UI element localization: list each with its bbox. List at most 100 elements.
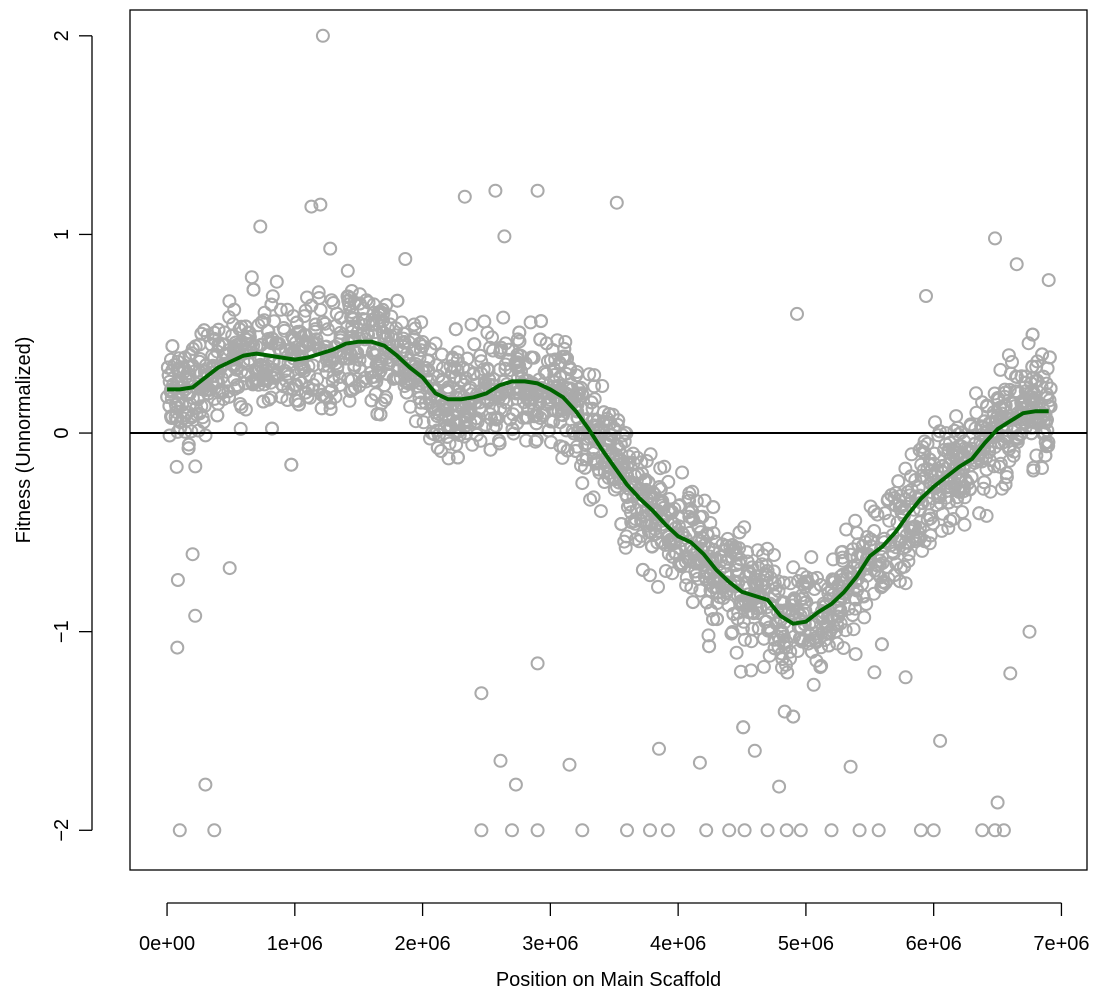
data-point: [457, 409, 472, 424]
data-point: [643, 447, 658, 462]
data-point: [747, 743, 762, 758]
data-point: [956, 484, 971, 499]
data-point: [288, 393, 303, 408]
data-point: [375, 302, 390, 317]
data-point: [513, 383, 528, 398]
data-point: [427, 427, 442, 442]
data-point: [998, 429, 1013, 444]
data-point: [736, 720, 751, 735]
data-point: [508, 355, 523, 370]
data-point: [464, 317, 479, 332]
data-point: [826, 575, 841, 590]
data-point: [205, 348, 220, 363]
data-point: [207, 823, 222, 838]
data-point: [802, 633, 817, 648]
data-point: [824, 823, 839, 838]
data-point: [366, 369, 381, 384]
data-point: [519, 433, 534, 448]
data-point: [593, 504, 608, 519]
data-point: [367, 373, 381, 388]
data-point: [396, 339, 411, 354]
trend-line: [167, 339, 1049, 626]
data-point: [575, 823, 590, 838]
data-point: [693, 583, 708, 598]
data-point: [648, 527, 663, 541]
data-point: [165, 339, 180, 354]
data-point: [550, 333, 565, 348]
data-point: [660, 823, 675, 838]
data-point: [265, 289, 280, 304]
data-point: [996, 823, 1011, 838]
data-point: [661, 474, 676, 489]
data-point: [413, 395, 428, 410]
data-point: [480, 325, 495, 340]
data-point: [185, 547, 200, 562]
y-axis: −2 −1 0 1 2: [51, 30, 93, 842]
data-point: [380, 328, 395, 343]
data-point: [361, 295, 376, 310]
data-point: [779, 823, 794, 838]
data-point: [572, 421, 587, 436]
data-point: [607, 421, 622, 436]
data-point: [441, 451, 456, 466]
data-point: [448, 402, 463, 417]
data-point: [365, 318, 380, 332]
data-point: [193, 375, 207, 390]
data-point: [228, 335, 243, 350]
data-point: [250, 374, 265, 389]
data-point: [770, 604, 785, 619]
data-point: [715, 537, 730, 552]
data-point: [423, 342, 438, 357]
data-point: [1043, 381, 1058, 396]
data-point: [265, 421, 279, 436]
data-point: [483, 442, 498, 457]
data-point: [301, 381, 316, 396]
data-point: [210, 408, 225, 423]
data-point: [919, 289, 933, 303]
x-axis: 0e+00 1e+06 2e+06 3e+06 4e+06 5e+06 6e+06 7e+06: [139, 902, 1090, 955]
data-point: [859, 597, 874, 611]
data-point: [430, 440, 445, 455]
data-point: [231, 380, 246, 394]
data-point: [662, 505, 677, 520]
data-point: [1008, 384, 1023, 399]
data-point: [793, 823, 808, 838]
data-point: [466, 366, 481, 381]
data-point: [473, 348, 488, 363]
data-point: [714, 554, 728, 568]
data-point: [482, 372, 497, 387]
data-point: [809, 635, 824, 650]
data-point: [798, 574, 813, 589]
data-point: [451, 424, 466, 439]
data-point: [419, 361, 433, 375]
data-point: [742, 564, 756, 579]
data-point: [725, 544, 740, 559]
data-point: [846, 622, 861, 637]
data-point: [697, 537, 712, 552]
data-point: [1035, 461, 1049, 475]
data-point: [613, 465, 628, 480]
data-point: [941, 521, 956, 535]
data-point: [492, 436, 507, 451]
x-tick-label: 7e+06: [1033, 933, 1089, 955]
x-tick-label: 6e+06: [906, 933, 962, 955]
data-point: [185, 341, 200, 356]
data-point: [768, 581, 783, 596]
data-point: [170, 573, 185, 587]
data-point: [634, 529, 649, 544]
data-point: [416, 415, 431, 430]
data-point: [512, 358, 527, 373]
data-point: [611, 413, 626, 428]
data-point: [308, 317, 323, 332]
data-point: [440, 429, 455, 444]
data-point: [345, 324, 360, 339]
data-point: [675, 465, 690, 480]
data-point: [397, 379, 412, 394]
data-point: [790, 306, 804, 321]
data-point: [783, 651, 797, 666]
data-point: [431, 369, 446, 384]
data-point: [477, 314, 492, 329]
data-point: [977, 475, 992, 490]
data-point: [623, 497, 637, 512]
data-point: [998, 385, 1013, 400]
